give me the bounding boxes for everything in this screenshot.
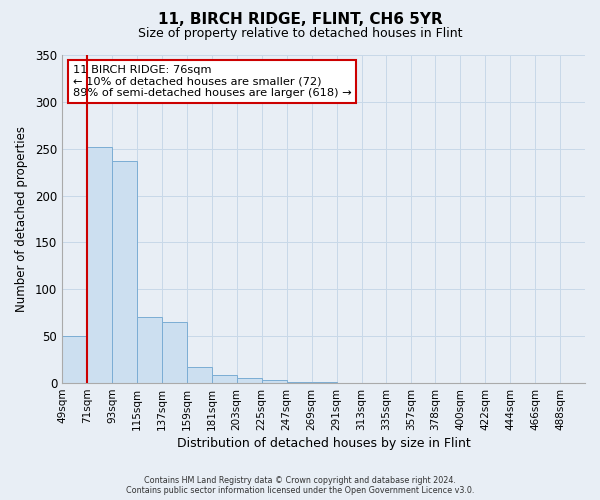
Bar xyxy=(212,374,237,383)
Bar xyxy=(187,367,212,383)
Bar xyxy=(287,382,311,383)
Bar xyxy=(311,382,337,383)
Bar xyxy=(237,378,262,383)
Bar xyxy=(87,147,112,383)
Text: Size of property relative to detached houses in Flint: Size of property relative to detached ho… xyxy=(138,28,462,40)
Bar xyxy=(162,322,187,383)
Bar xyxy=(137,318,162,383)
X-axis label: Distribution of detached houses by size in Flint: Distribution of detached houses by size … xyxy=(176,437,470,450)
Text: 11, BIRCH RIDGE, FLINT, CH6 5YR: 11, BIRCH RIDGE, FLINT, CH6 5YR xyxy=(158,12,442,28)
Bar xyxy=(112,161,137,383)
Text: 11 BIRCH RIDGE: 76sqm
← 10% of detached houses are smaller (72)
89% of semi-deta: 11 BIRCH RIDGE: 76sqm ← 10% of detached … xyxy=(73,65,351,98)
Text: Contains public sector information licensed under the Open Government Licence v3: Contains public sector information licen… xyxy=(126,486,474,495)
Y-axis label: Number of detached properties: Number of detached properties xyxy=(15,126,28,312)
Text: Contains HM Land Registry data © Crown copyright and database right 2024.: Contains HM Land Registry data © Crown c… xyxy=(144,476,456,485)
Bar xyxy=(262,380,287,383)
Bar xyxy=(62,336,87,383)
